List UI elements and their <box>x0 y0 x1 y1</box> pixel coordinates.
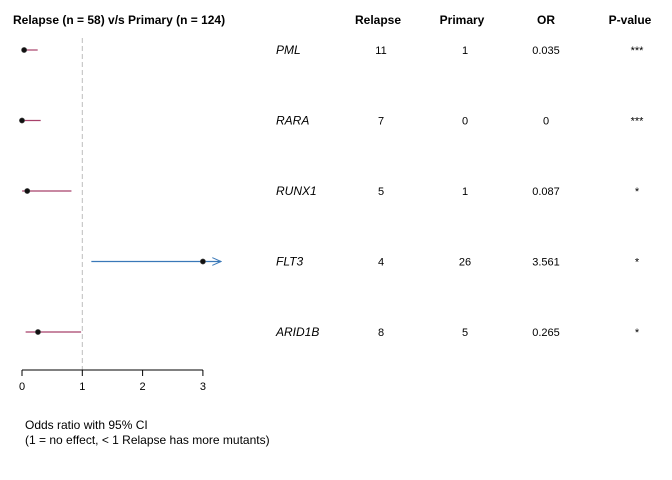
p-value: * <box>635 257 640 269</box>
gene-label: PML <box>276 43 301 57</box>
or-point <box>24 188 31 194</box>
or-value: 3.561 <box>532 257 560 269</box>
x-tick-label: 3 <box>200 381 206 393</box>
gene-label: RUNX1 <box>276 184 317 198</box>
or-point <box>21 47 28 53</box>
column-header-primary: Primary <box>440 13 485 27</box>
relapse-count: 11 <box>375 45 386 57</box>
footnote-line-2: (1 = no effect, < 1 Relapse has more mut… <box>25 433 270 447</box>
p-value: * <box>635 186 640 198</box>
gene-label: ARID1B <box>275 325 319 339</box>
primary-count: 5 <box>462 327 468 339</box>
or-point <box>19 117 25 124</box>
x-tick-label: 0 <box>19 381 25 393</box>
column-header-relapse: Relapse <box>355 13 401 27</box>
table-rows: PML 11 1 0.035 ***RARA 7 0 0 ***RUNX1 5 1 0.087 *FLT… <box>275 43 644 339</box>
or-value: 0.087 <box>532 186 560 198</box>
primary-count: 26 <box>459 257 471 269</box>
or-point <box>35 329 41 335</box>
plot-area: 0 1 2 3 <box>19 38 221 393</box>
primary-count: 0 <box>462 116 468 128</box>
relapse-count: 7 <box>378 116 384 128</box>
primary-count: 1 <box>462 45 468 57</box>
p-value: * <box>635 327 640 339</box>
or-value: 0 <box>543 116 549 128</box>
gene-label: FLT3 <box>276 255 303 269</box>
relapse-count: 4 <box>378 257 384 269</box>
or-value: 0.035 <box>532 45 560 57</box>
primary-count: 1 <box>462 186 468 198</box>
chart-title: Relapse (n = 58) v/s Primary (n = 124) <box>13 13 225 27</box>
footnote-line-1: Odds ratio with 95% CI <box>25 418 148 432</box>
gene-label: RARA <box>276 114 309 128</box>
or-point <box>199 258 206 265</box>
column-header-pvalue: P-value <box>609 13 652 27</box>
x-tick-label: 1 <box>79 381 85 393</box>
relapse-count: 8 <box>378 327 384 339</box>
or-value: 0.265 <box>532 327 560 339</box>
p-value: *** <box>631 116 645 128</box>
p-value: *** <box>631 45 645 57</box>
x-tick-label: 2 <box>140 381 146 393</box>
column-header-or: OR <box>537 13 555 27</box>
relapse-count: 5 <box>378 186 384 198</box>
